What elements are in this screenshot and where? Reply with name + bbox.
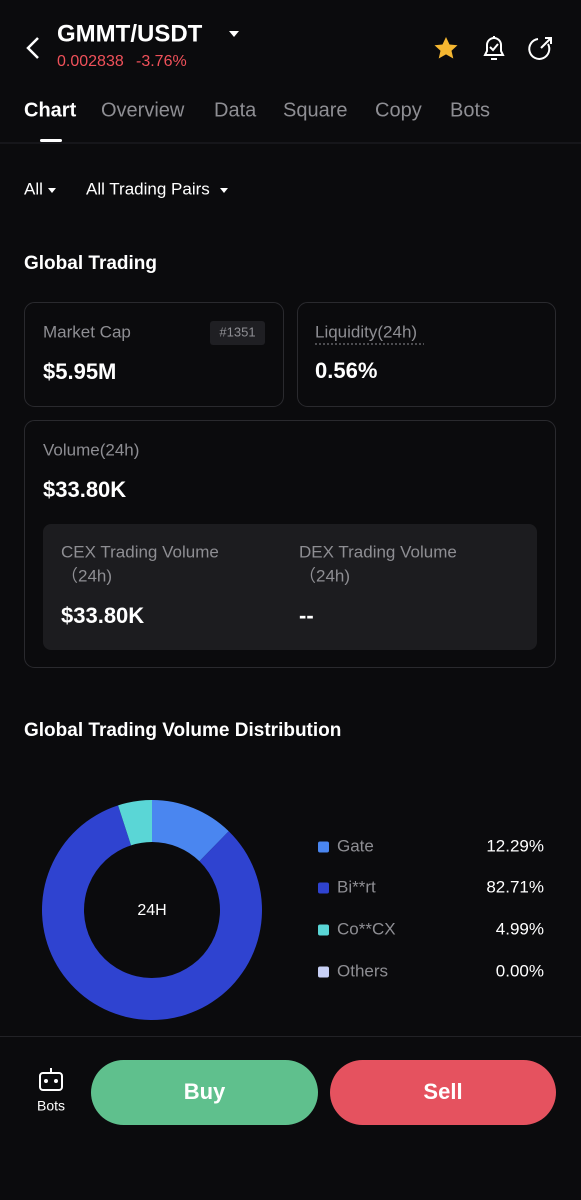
legend-swatch [318, 966, 329, 978]
card-label: Market Cap [43, 322, 131, 341]
card-label[interactable]: Liquidity(24h) [315, 322, 417, 341]
legend-label: Gate [337, 836, 374, 855]
sub-period: （24h) [61, 566, 112, 585]
tab-indicator [40, 139, 62, 142]
sub-value: -- [299, 603, 314, 628]
tab[interactable]: Chart [24, 99, 77, 121]
card [24, 420, 556, 668]
legend-swatch [318, 841, 329, 853]
tab[interactable]: Square [283, 99, 348, 121]
sell-button[interactable] [330, 1060, 556, 1125]
rank-badge [210, 321, 265, 345]
card-value: $33.80K [43, 477, 126, 502]
donut-segment [118, 800, 152, 846]
tab[interactable]: Copy [375, 99, 422, 121]
legend-value: 82.71% [486, 877, 544, 896]
back-button[interactable] [26, 37, 39, 59]
center-label: 24H [137, 902, 166, 919]
filter[interactable]: All Trading Pairs [86, 179, 210, 198]
legend-value: 12.29% [486, 836, 544, 855]
sell-label[interactable]: Sell [423, 1079, 462, 1104]
buy-button[interactable] [91, 1060, 318, 1125]
bots-label[interactable]: Bots [37, 1098, 65, 1114]
donut-segment [42, 805, 263, 1020]
filter[interactable]: All [24, 179, 43, 198]
filter-arrow [48, 188, 56, 193]
tab[interactable]: Overview [101, 99, 185, 121]
price: 0.002838 [57, 53, 124, 70]
card-value: $5.95M [43, 359, 116, 384]
rank: #1351 [219, 324, 255, 339]
pair-dropdown[interactable] [229, 31, 239, 37]
legend-swatch [318, 882, 329, 894]
sub-period: （24h) [299, 566, 350, 585]
legend-value: 4.99% [496, 919, 544, 938]
tab[interactable]: Data [214, 99, 257, 121]
pair-title[interactable]: GMMT/USDT [57, 20, 203, 47]
tab[interactable]: Bots [450, 99, 490, 121]
favorite-icon[interactable] [434, 37, 458, 59]
sub-label: DEX Trading Volume [299, 542, 457, 561]
card-label: Volume(24h) [43, 440, 139, 459]
legend-label: Bi**rt [337, 877, 376, 896]
legend-label: Co**CX [337, 919, 396, 938]
chart-title: Global Trading Volume Distribution [24, 720, 341, 741]
alert-icon[interactable] [483, 36, 505, 60]
sub-value: $33.80K [61, 603, 144, 628]
donut-segment [152, 800, 229, 862]
bots-icon[interactable] [39, 1068, 63, 1091]
filter-arrow [220, 188, 228, 193]
volume-breakdown [43, 524, 537, 650]
legend-value: 0.00% [496, 961, 544, 980]
legend-label: Others [337, 961, 388, 980]
buy-label[interactable]: Buy [184, 1079, 226, 1104]
price-change: -3.76% [136, 53, 187, 70]
card [297, 302, 556, 407]
section-title: Global Trading [24, 253, 157, 274]
card [24, 302, 284, 407]
card-value: 0.56% [315, 358, 377, 383]
legend-swatch [318, 924, 329, 936]
share-icon[interactable] [528, 37, 552, 60]
sub-label: CEX Trading Volume [61, 542, 219, 561]
